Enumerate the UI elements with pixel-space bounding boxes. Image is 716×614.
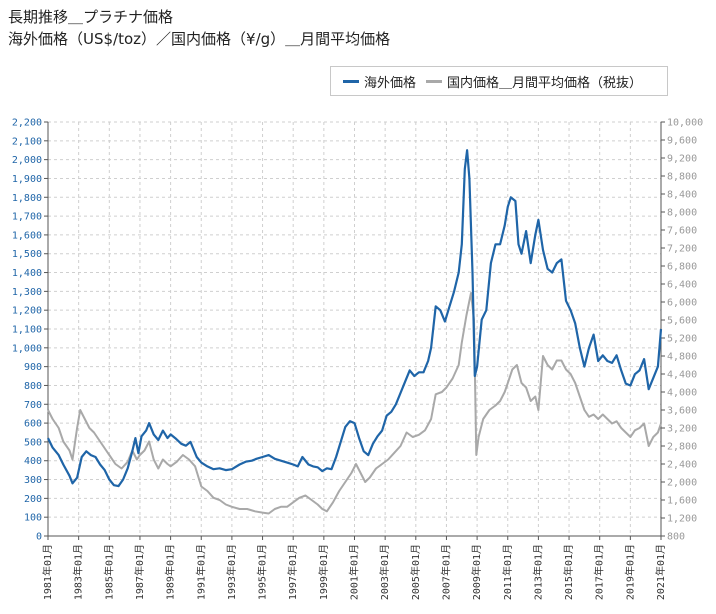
- y-left-tick-label: 600: [24, 419, 42, 430]
- y-right-tick-label: 4,400: [667, 370, 697, 381]
- y-right-tick-label: 6,800: [667, 262, 697, 273]
- y-left-tick-label: 2,000: [12, 155, 42, 166]
- y-right-tick-label: 3,600: [667, 406, 697, 417]
- x-tick-label: 2019年01月: [623, 544, 636, 600]
- y-left-tick-label: 700: [24, 400, 42, 411]
- y-left-tick-label: 100: [24, 513, 42, 524]
- y-right-tick-label: 9,600: [667, 136, 697, 147]
- y-left-tick-label: 200: [24, 494, 42, 505]
- y-right-tick-label: 1,600: [667, 496, 697, 507]
- y-right-tick-label: 8,000: [667, 208, 697, 219]
- x-tick-label: 2015年01月: [562, 544, 575, 600]
- chart-grid: [48, 122, 661, 536]
- y-left-tick-label: 1,000: [12, 343, 42, 354]
- y-right-tick-label: 5,200: [667, 334, 697, 345]
- x-tick-label: 1983年01月: [72, 544, 85, 600]
- y-right-tick-label: 10,000: [667, 118, 703, 129]
- y-right-tick-label: 2,400: [667, 460, 697, 471]
- y-left-tick-label: 1,500: [12, 249, 42, 260]
- y-left-tick-label: 1,800: [12, 193, 42, 204]
- y-right-tick-label: 2,800: [667, 442, 697, 453]
- x-tick-label: 1993年01月: [225, 544, 238, 600]
- y-left-tick-label: 1,600: [12, 230, 42, 241]
- y-left-tick-label: 800: [24, 381, 42, 392]
- x-tick-label: 1985年01月: [102, 544, 115, 600]
- y-right-tick-label: 3,200: [667, 424, 697, 435]
- y-right-tick-label: 800: [667, 532, 685, 543]
- x-tick-label: 1999年01月: [317, 544, 330, 600]
- y-right-tick-label: 1,200: [667, 514, 697, 525]
- y-right-tick-label: 9,200: [667, 154, 697, 165]
- y-left-tick-label: 1,700: [12, 212, 42, 223]
- y-left-tick-label: 1,400: [12, 268, 42, 279]
- x-tick-label: 2021年01月: [654, 544, 667, 600]
- y-left-tick-label: 400: [24, 456, 42, 467]
- x-tick-label: 1997年01月: [286, 544, 299, 600]
- y-right-tick-label: 4,000: [667, 388, 697, 399]
- x-tick-label: 1981年01月: [41, 544, 54, 600]
- x-tick-label: 1989年01月: [164, 544, 177, 600]
- y-right-tick-label: 5,600: [667, 316, 697, 327]
- y-right-tick-label: 8,800: [667, 172, 697, 183]
- x-tick-label: 2003年01月: [378, 544, 391, 600]
- y-right-tick-label: 2,000: [667, 478, 697, 489]
- x-tick-label: 1991年01月: [194, 544, 207, 600]
- x-axis: 1981年01月 1983年01月 1985年01月 1987年01月 1989年01月…: [41, 536, 667, 600]
- y-left-tick-label: 0: [36, 532, 42, 543]
- x-tick-label: 1995年01月: [256, 544, 269, 600]
- y-left-tick-label: 2,200: [12, 118, 42, 129]
- y-right-tick-label: 7,200: [667, 244, 697, 255]
- y-right-tick-label: 6,400: [667, 280, 697, 291]
- line-chart: 0 100 200 300 400 500 600 700 800 900 1,000 1,100 1,…: [0, 0, 716, 614]
- y-left-tick-label: 1,900: [12, 174, 42, 185]
- y-right-tick-label: 7,600: [667, 226, 697, 237]
- x-tick-label: 2011年01月: [501, 544, 514, 600]
- x-tick-label: 2005年01月: [409, 544, 422, 600]
- y-left-tick-label: 1,300: [12, 287, 42, 298]
- x-tick-label: 2001年01月: [348, 544, 361, 600]
- y-right-tick-label: 8,400: [667, 190, 697, 201]
- y-axis-left: 0 100 200 300 400 500 600 700 800 900 1,000 1,100 1,…: [12, 118, 48, 543]
- y-left-tick-label: 900: [24, 362, 42, 373]
- x-tick-label: 2009年01月: [470, 544, 483, 600]
- y-left-tick-label: 300: [24, 475, 42, 486]
- y-left-tick-label: 2,100: [12, 136, 42, 147]
- y-left-tick-label: 1,200: [12, 306, 42, 317]
- x-tick-label: 2017年01月: [593, 544, 606, 600]
- y-left-tick-label: 1,100: [12, 325, 42, 336]
- x-tick-label: 2007年01月: [439, 544, 452, 600]
- x-tick-label: 2013年01月: [531, 544, 544, 600]
- x-tick-label: 1987年01月: [133, 544, 146, 600]
- y-axis-right: 800 1,200 1,600 2,000 2,400 2,800 3,200 3,600 4,…: [661, 118, 703, 543]
- y-left-tick-label: 500: [24, 437, 42, 448]
- y-right-tick-label: 4,800: [667, 352, 697, 363]
- y-right-tick-label: 6,000: [667, 298, 697, 309]
